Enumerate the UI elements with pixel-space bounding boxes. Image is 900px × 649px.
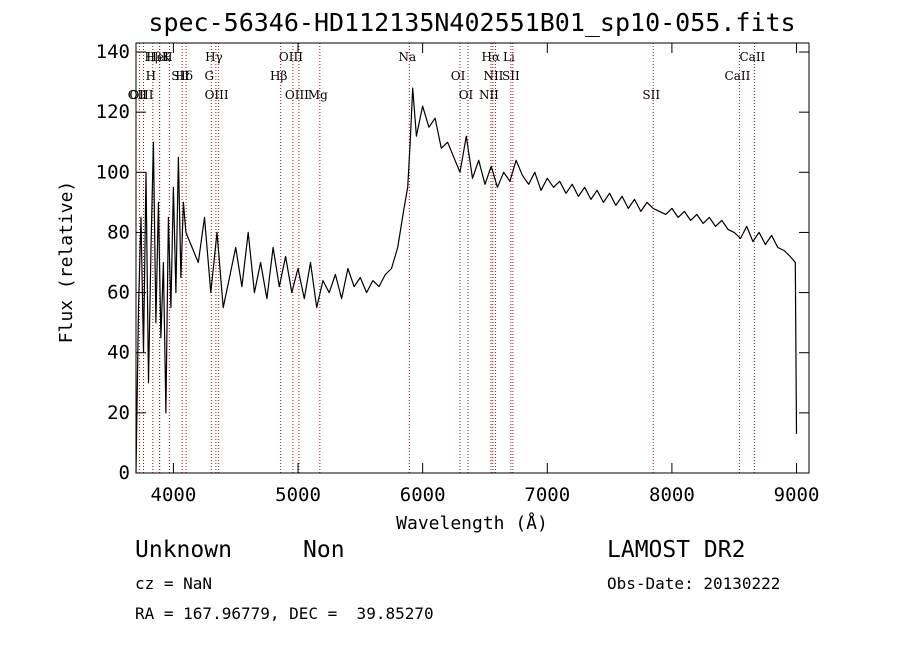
redshift-text: cz = NaN <box>135 574 213 593</box>
spectral-line-label: SII <box>642 88 660 102</box>
coordinates-text: RA = 167.96779, DEC = 39.85270 <box>135 604 434 623</box>
y-axis-label: Flux (relative) <box>56 181 77 344</box>
spectral-line-label: Hβ <box>270 69 287 83</box>
chart-title: spec-56346-HD112135N402551B01_sp10-055.f… <box>148 8 795 37</box>
spectral-line-label: OIII <box>279 50 303 64</box>
x-tick-label: 7000 <box>524 484 570 506</box>
spectral-line-label: Mg <box>308 88 328 102</box>
y-tick-label: 60 <box>107 282 130 304</box>
spectral-line-label: Hδ <box>175 69 193 83</box>
spectrum-line <box>135 87 798 474</box>
spectral-line-label: HeI <box>146 50 169 64</box>
spectral-line-label: OI <box>451 69 466 83</box>
spectral-line-label: NII <box>483 69 503 83</box>
spectral-line-label: OIII <box>129 88 153 102</box>
spectral-line-label: NII <box>479 88 499 102</box>
y-tick-label: 80 <box>107 221 130 243</box>
y-tick-label: 20 <box>107 402 130 424</box>
y-tick-label: 140 <box>96 41 130 63</box>
survey-name: LAMOST DR2 <box>607 537 746 563</box>
spectral-line-label: Hα <box>482 50 501 64</box>
spectral-line-label: Na <box>398 50 416 64</box>
y-tick-label: 100 <box>96 161 130 183</box>
y-tick-label: 0 <box>119 462 130 484</box>
spectral-line-label: H <box>162 50 172 64</box>
spectral-line-label: G <box>204 69 214 83</box>
spectrum-series <box>135 87 798 474</box>
obs-date-text: Obs-Date: 20130222 <box>607 574 781 593</box>
spectral-line-label: SII <box>171 69 189 83</box>
y-tick-label: 120 <box>96 101 130 123</box>
spectral-line-label: SII <box>502 69 520 83</box>
plot-frame <box>135 42 810 474</box>
x-tick-label: 4000 <box>151 484 197 506</box>
spectral-line-label: CaII <box>725 69 751 83</box>
spectral-line-label: HβK <box>144 50 171 64</box>
x-tick-label: 9000 <box>774 484 820 506</box>
x-tick-label: 8000 <box>649 484 695 506</box>
spectral-line-label: OI <box>459 88 474 102</box>
spectral-line-label: H <box>146 69 156 83</box>
spectral-line-label: OIII <box>205 88 229 102</box>
x-axis-label: Wavelength (Å) <box>396 512 548 534</box>
x-tick-label: 6000 <box>400 484 446 506</box>
spectral-line-label: Li <box>503 50 515 64</box>
spectral-line-label: OII <box>128 88 148 102</box>
x-tick-label: 5000 <box>275 484 321 506</box>
object-class: Unknown <box>135 537 232 563</box>
y-tick-label: 40 <box>107 342 130 364</box>
spectral-line-label: CaII <box>739 50 765 64</box>
spectral-line-label: OIII <box>285 88 309 102</box>
spectral-line-label: Hγ <box>205 50 223 64</box>
axis-ticks: 4000 5000 6000 7000 8000 9000 0 20 40 60 80 100 120 1… <box>96 41 820 506</box>
object-subclass: Non <box>303 537 345 563</box>
spectral-line-markers: HβKHδOIIHeISIIOIIIHHOIIIHγGOIIIOIIIHβMgN… <box>128 43 766 473</box>
